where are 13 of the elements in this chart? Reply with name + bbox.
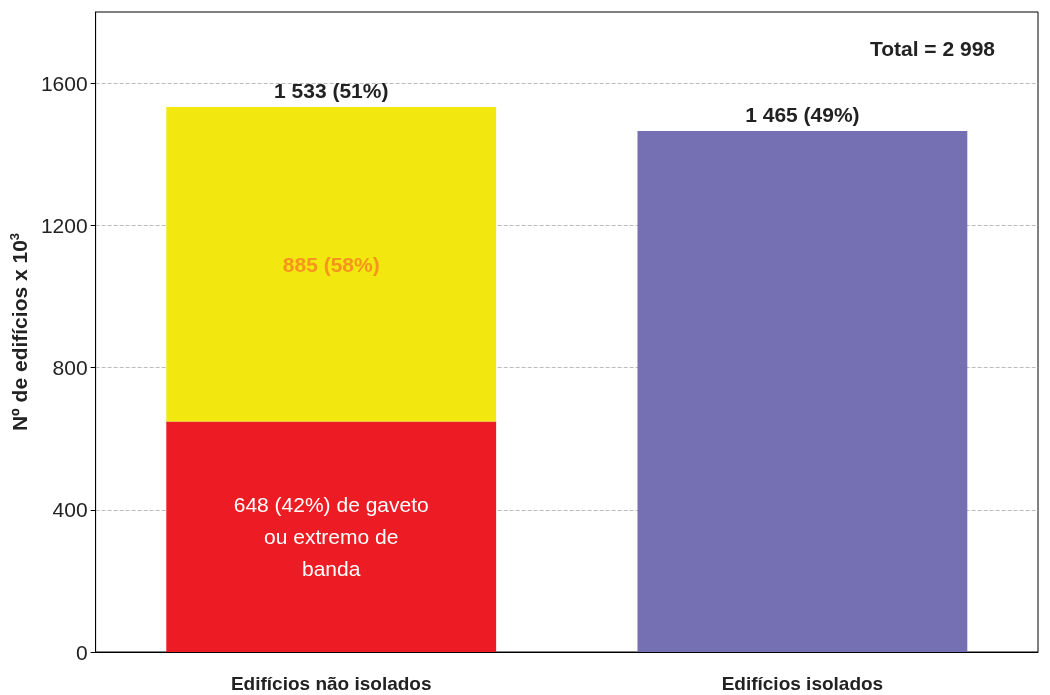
- x-tick-label: Edifícios isolados: [721, 673, 884, 694]
- x-tick-label: Edifícios não isolados: [230, 673, 432, 694]
- total-label: 1 465 (49%): [745, 103, 860, 127]
- y-tick-label: 400: [52, 498, 88, 522]
- data-label: 885 (58%): [282, 252, 380, 276]
- y-axis-title: Nº de edifícios x 103: [7, 232, 31, 432]
- y-tick-label: 1200: [40, 213, 88, 237]
- y-tick-label: 0: [75, 640, 88, 664]
- y-tick-label: 1600: [40, 71, 88, 95]
- data-label: 648 (42%) de gaveto ou extremo de banda: [233, 493, 429, 581]
- annotation: Total = 2 998: [869, 37, 996, 60]
- total-label: 1 533 (51%): [274, 78, 389, 102]
- y-tick-label: 800: [52, 356, 88, 380]
